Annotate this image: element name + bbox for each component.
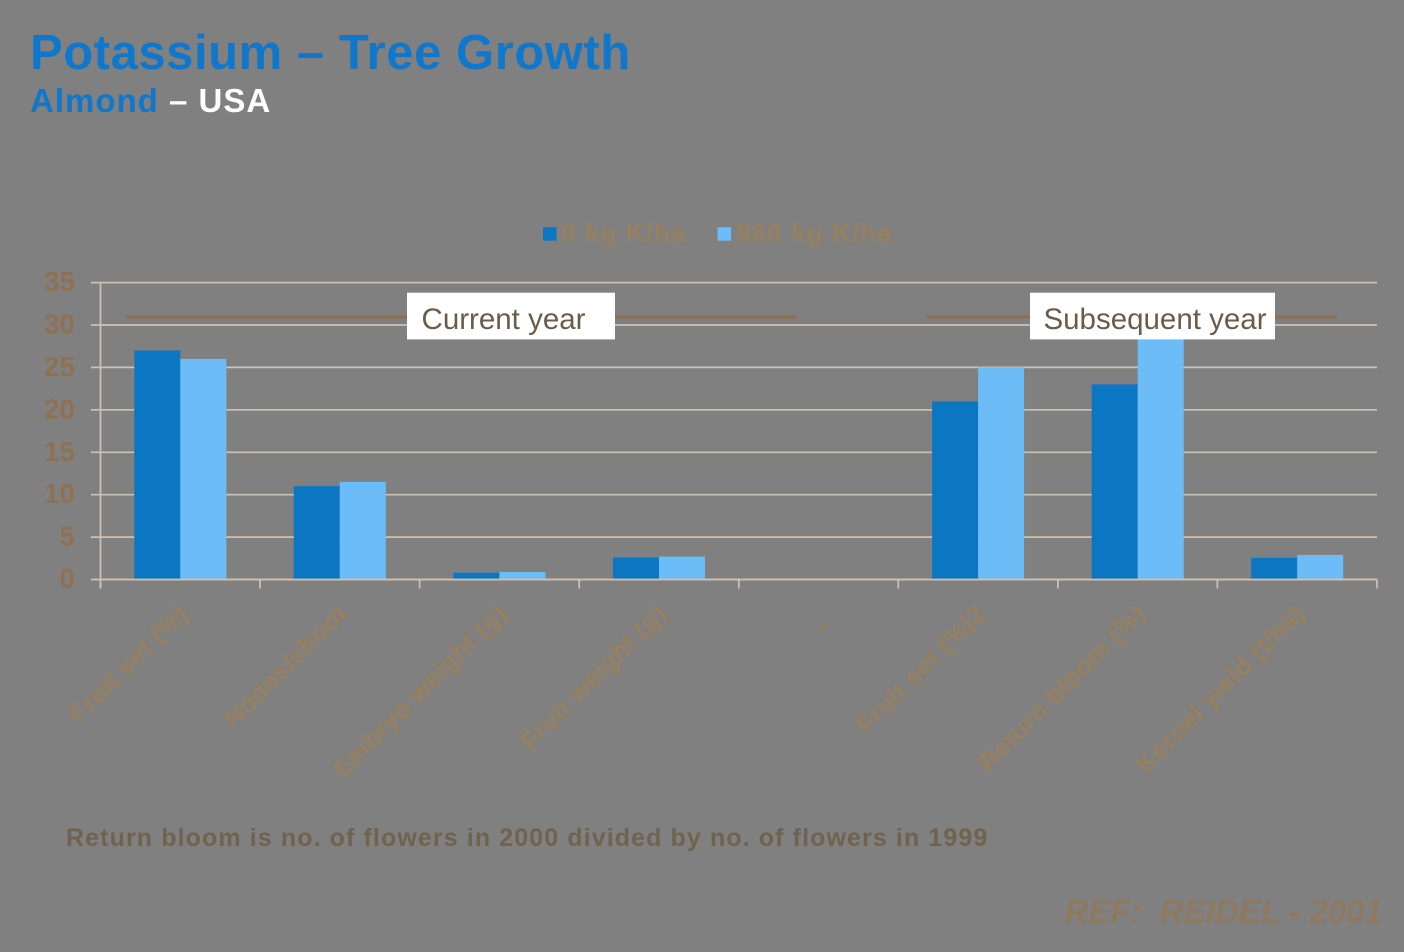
svg-text:Potassium – Tree Growth: Potassium – Tree Growth <box>30 26 631 80</box>
svg-text:Current year: Current year <box>422 303 586 336</box>
svg-text:Return bloom is no. of flowers: Return bloom is no. of flowers in 2000 d… <box>66 824 988 852</box>
svg-text:0: 0 <box>59 563 75 594</box>
svg-text:Subsequent year: Subsequent year <box>1043 303 1266 336</box>
svg-text:REF: REIDEL - 2001: REF: REIDEL - 2001 <box>1065 893 1383 930</box>
svg-text:10: 10 <box>44 478 75 509</box>
svg-text:5: 5 <box>59 521 75 552</box>
svg-text:960 kg K/ha: 960 kg K/ha <box>736 218 893 248</box>
svg-text:15: 15 <box>44 436 75 467</box>
svg-text:30: 30 <box>44 309 75 340</box>
svg-text:Almond – USA: Almond – USA <box>30 82 271 119</box>
svg-text:0 kg K/ha: 0 kg K/ha <box>561 218 687 248</box>
svg-text:25: 25 <box>44 351 75 382</box>
svg-text:20: 20 <box>44 393 75 424</box>
svg-text:35: 35 <box>44 266 75 297</box>
